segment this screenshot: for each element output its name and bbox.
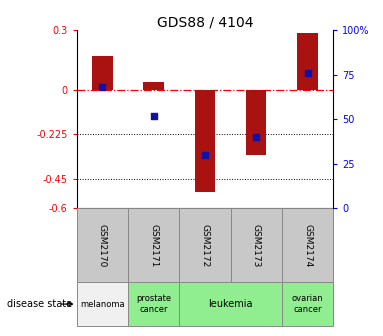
Bar (297, 33, 318, 90)
Bar (77, 208, 128, 282)
Bar (246, 90, 267, 155)
Text: prostate
cancer: prostate cancer (136, 294, 171, 314)
Text: leukemia: leukemia (208, 299, 253, 309)
Text: ovarian
cancer: ovarian cancer (292, 294, 323, 314)
Bar (231, 208, 282, 282)
Bar (179, 208, 231, 282)
Bar (179, 282, 282, 326)
Point (202, 152, 208, 158)
Title: GDS88 / 4104: GDS88 / 4104 (157, 15, 253, 29)
Text: disease state: disease state (7, 299, 72, 309)
Bar (282, 208, 333, 282)
Point (253, 134, 259, 140)
Text: GSM2171: GSM2171 (149, 223, 158, 267)
Bar (77, 282, 128, 326)
Point (99, 85, 105, 90)
Text: melanoma: melanoma (80, 300, 124, 308)
Text: GSM2173: GSM2173 (252, 223, 261, 267)
Bar (195, 90, 215, 193)
Text: GSM2170: GSM2170 (98, 223, 107, 267)
Point (304, 70, 311, 76)
Bar (128, 282, 179, 326)
Bar (143, 82, 164, 90)
Bar (282, 282, 333, 326)
Bar (128, 208, 179, 282)
Text: GSM2174: GSM2174 (303, 224, 312, 267)
Bar (92, 56, 113, 90)
Point (151, 113, 157, 118)
Text: GSM2172: GSM2172 (200, 224, 210, 267)
